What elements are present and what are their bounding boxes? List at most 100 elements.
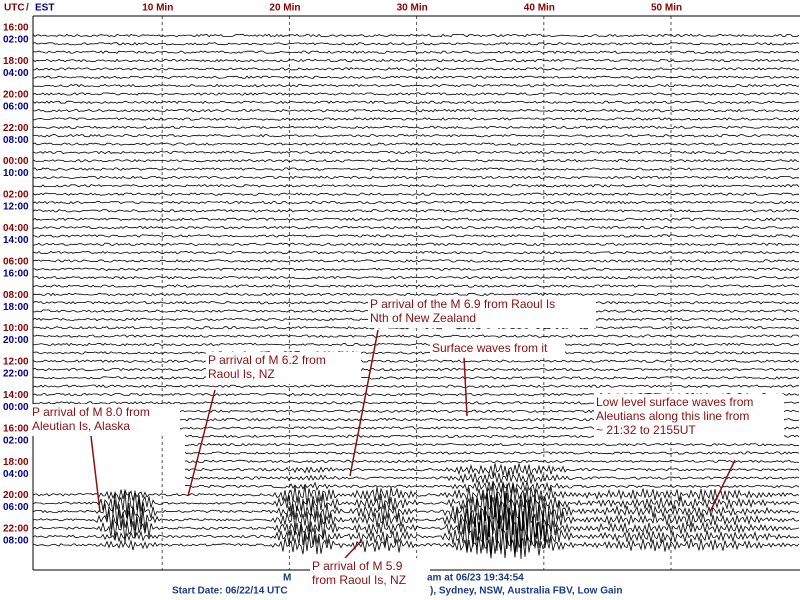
minute-label: 40 Min bbox=[524, 3, 555, 14]
utc-time-label: 06:00 bbox=[3, 256, 29, 267]
annotation-text: P arrival of M 5.9 bbox=[312, 559, 403, 573]
annotation-box bbox=[594, 394, 784, 440]
trace bbox=[32, 234, 800, 238]
trace bbox=[32, 133, 800, 138]
minute-label: 20 Min bbox=[269, 3, 300, 14]
trace bbox=[32, 142, 800, 146]
trace bbox=[184, 470, 800, 484]
annotation-text: Aleutians along this line from bbox=[596, 409, 749, 423]
footer-text: ), Sydney, NSW, Australia FBV, Low Gain bbox=[430, 586, 622, 597]
minute-label: 50 Min bbox=[651, 3, 682, 14]
trace bbox=[32, 108, 800, 113]
minute-label: 30 Min bbox=[397, 3, 428, 14]
trace bbox=[32, 376, 800, 380]
est-time-label: 08:00 bbox=[3, 135, 29, 146]
footer-text: am at 06/23 19:34:54 bbox=[427, 573, 524, 584]
annotation-box bbox=[310, 558, 430, 590]
trace bbox=[32, 384, 800, 388]
est-time-label: 04:00 bbox=[3, 469, 29, 480]
annotation-arrow bbox=[187, 389, 216, 497]
annotation-box bbox=[30, 404, 180, 436]
annotation-text: Raoul Is, NZ bbox=[208, 367, 275, 381]
trace bbox=[184, 480, 800, 494]
est-time-label: 06:00 bbox=[3, 502, 29, 513]
annotation-arrow bbox=[463, 355, 468, 417]
trace bbox=[32, 490, 800, 519]
trace bbox=[32, 167, 800, 171]
est-time-label: 12:00 bbox=[3, 202, 29, 213]
annotation-text: Aleutian Is, Alaska bbox=[32, 419, 130, 433]
utc-header: UTC bbox=[4, 3, 25, 14]
annotation-arrow bbox=[89, 427, 101, 513]
annotation-text: Surface waves from it bbox=[432, 341, 548, 355]
trace bbox=[32, 530, 800, 559]
annotation-text: P arrival of the M 6.9 from Raoul Is bbox=[370, 297, 555, 311]
utc-time-label: 22:00 bbox=[3, 524, 29, 535]
footer-text: Start Date: 06/22/14 UTC bbox=[172, 586, 288, 597]
annotation-text: Low level surface waves from bbox=[596, 395, 753, 409]
est-time-label: 20:00 bbox=[3, 335, 29, 346]
trace bbox=[32, 100, 800, 105]
trace bbox=[184, 459, 800, 464]
utc-time-label: 16:00 bbox=[3, 23, 29, 34]
trace bbox=[32, 50, 800, 54]
trace bbox=[32, 92, 800, 96]
annotation-text: ~ 21:32 to 2155UT bbox=[596, 423, 696, 437]
trace bbox=[32, 359, 800, 363]
utc-time-label: 04:00 bbox=[3, 223, 29, 234]
annotation-text: P arrival of M 8.0 from bbox=[32, 405, 150, 419]
utc-time-label: 20:00 bbox=[3, 89, 29, 100]
trace bbox=[32, 150, 800, 155]
annotation-text: P arrival of M 6.2 from bbox=[208, 353, 326, 367]
trace bbox=[32, 480, 800, 508]
utc-time-label: 16:00 bbox=[3, 423, 29, 434]
trace bbox=[32, 259, 800, 263]
annotation-text: Nth of New Zealand bbox=[370, 311, 476, 325]
trace bbox=[32, 58, 800, 63]
trace bbox=[32, 217, 800, 221]
footer-text: M bbox=[283, 573, 291, 584]
utc-time-label: 18:00 bbox=[3, 56, 29, 67]
trace bbox=[32, 117, 800, 121]
est-time-label: 08:00 bbox=[3, 536, 29, 547]
utc-time-label: 10:00 bbox=[3, 323, 29, 334]
annotation-box bbox=[430, 340, 565, 358]
est-time-label: 16:00 bbox=[3, 268, 29, 279]
trace bbox=[32, 242, 800, 246]
trace bbox=[32, 504, 800, 553]
trace bbox=[32, 125, 800, 130]
trace bbox=[32, 491, 800, 546]
trace bbox=[32, 342, 800, 347]
labels: 10 Min 20 Min 30 Min 40 Min 50 Min16:0002:00… bbox=[3, 3, 682, 547]
trace bbox=[184, 463, 800, 478]
trace bbox=[32, 192, 800, 196]
trace bbox=[32, 200, 800, 205]
est-time-label: 04:00 bbox=[3, 68, 29, 79]
annotation-box bbox=[206, 352, 361, 384]
trace bbox=[32, 292, 800, 297]
est-time-label: 06:00 bbox=[3, 101, 29, 112]
est-time-label: 22:00 bbox=[3, 369, 29, 380]
est-time-label: 10:00 bbox=[3, 168, 29, 179]
trace bbox=[32, 75, 800, 79]
utc-time-label: 22:00 bbox=[3, 123, 29, 134]
annotation-arrow bbox=[709, 459, 736, 513]
trace bbox=[32, 510, 800, 559]
trace bbox=[32, 159, 800, 163]
est-time-label: 02:00 bbox=[3, 35, 29, 46]
trace bbox=[32, 250, 800, 255]
annotation: Surface waves from it bbox=[430, 340, 565, 417]
trace bbox=[32, 175, 800, 180]
utc-time-label: 14:00 bbox=[3, 390, 29, 401]
annotation: P arrival of the M 6.9 from Raoul IsNth … bbox=[349, 296, 596, 477]
est-time-label: 00:00 bbox=[3, 402, 29, 413]
trace bbox=[32, 83, 800, 88]
trace bbox=[32, 489, 800, 538]
trace bbox=[32, 67, 800, 71]
